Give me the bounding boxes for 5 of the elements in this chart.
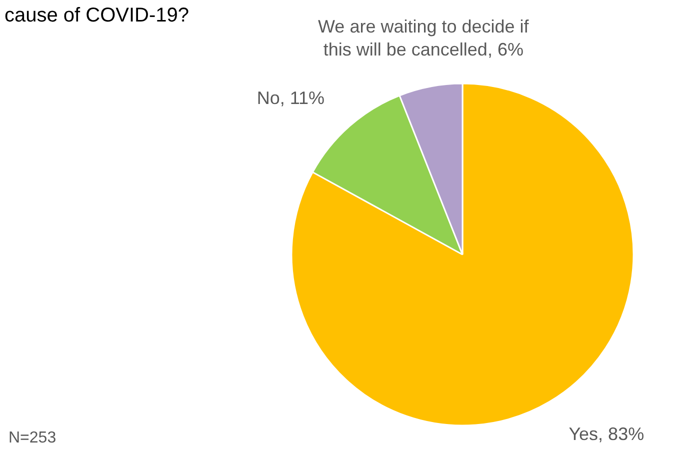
- text: cause of COVID-19?: [4, 4, 190, 26]
- slice-label: We are waiting to decide if this will be cancelled, 6%: [318, 16, 530, 60]
- text: N=253: [8, 430, 56, 446]
- slice-label: Yes, 83%: [568, 424, 644, 444]
- slice-label: No, 11%: [256, 88, 325, 108]
